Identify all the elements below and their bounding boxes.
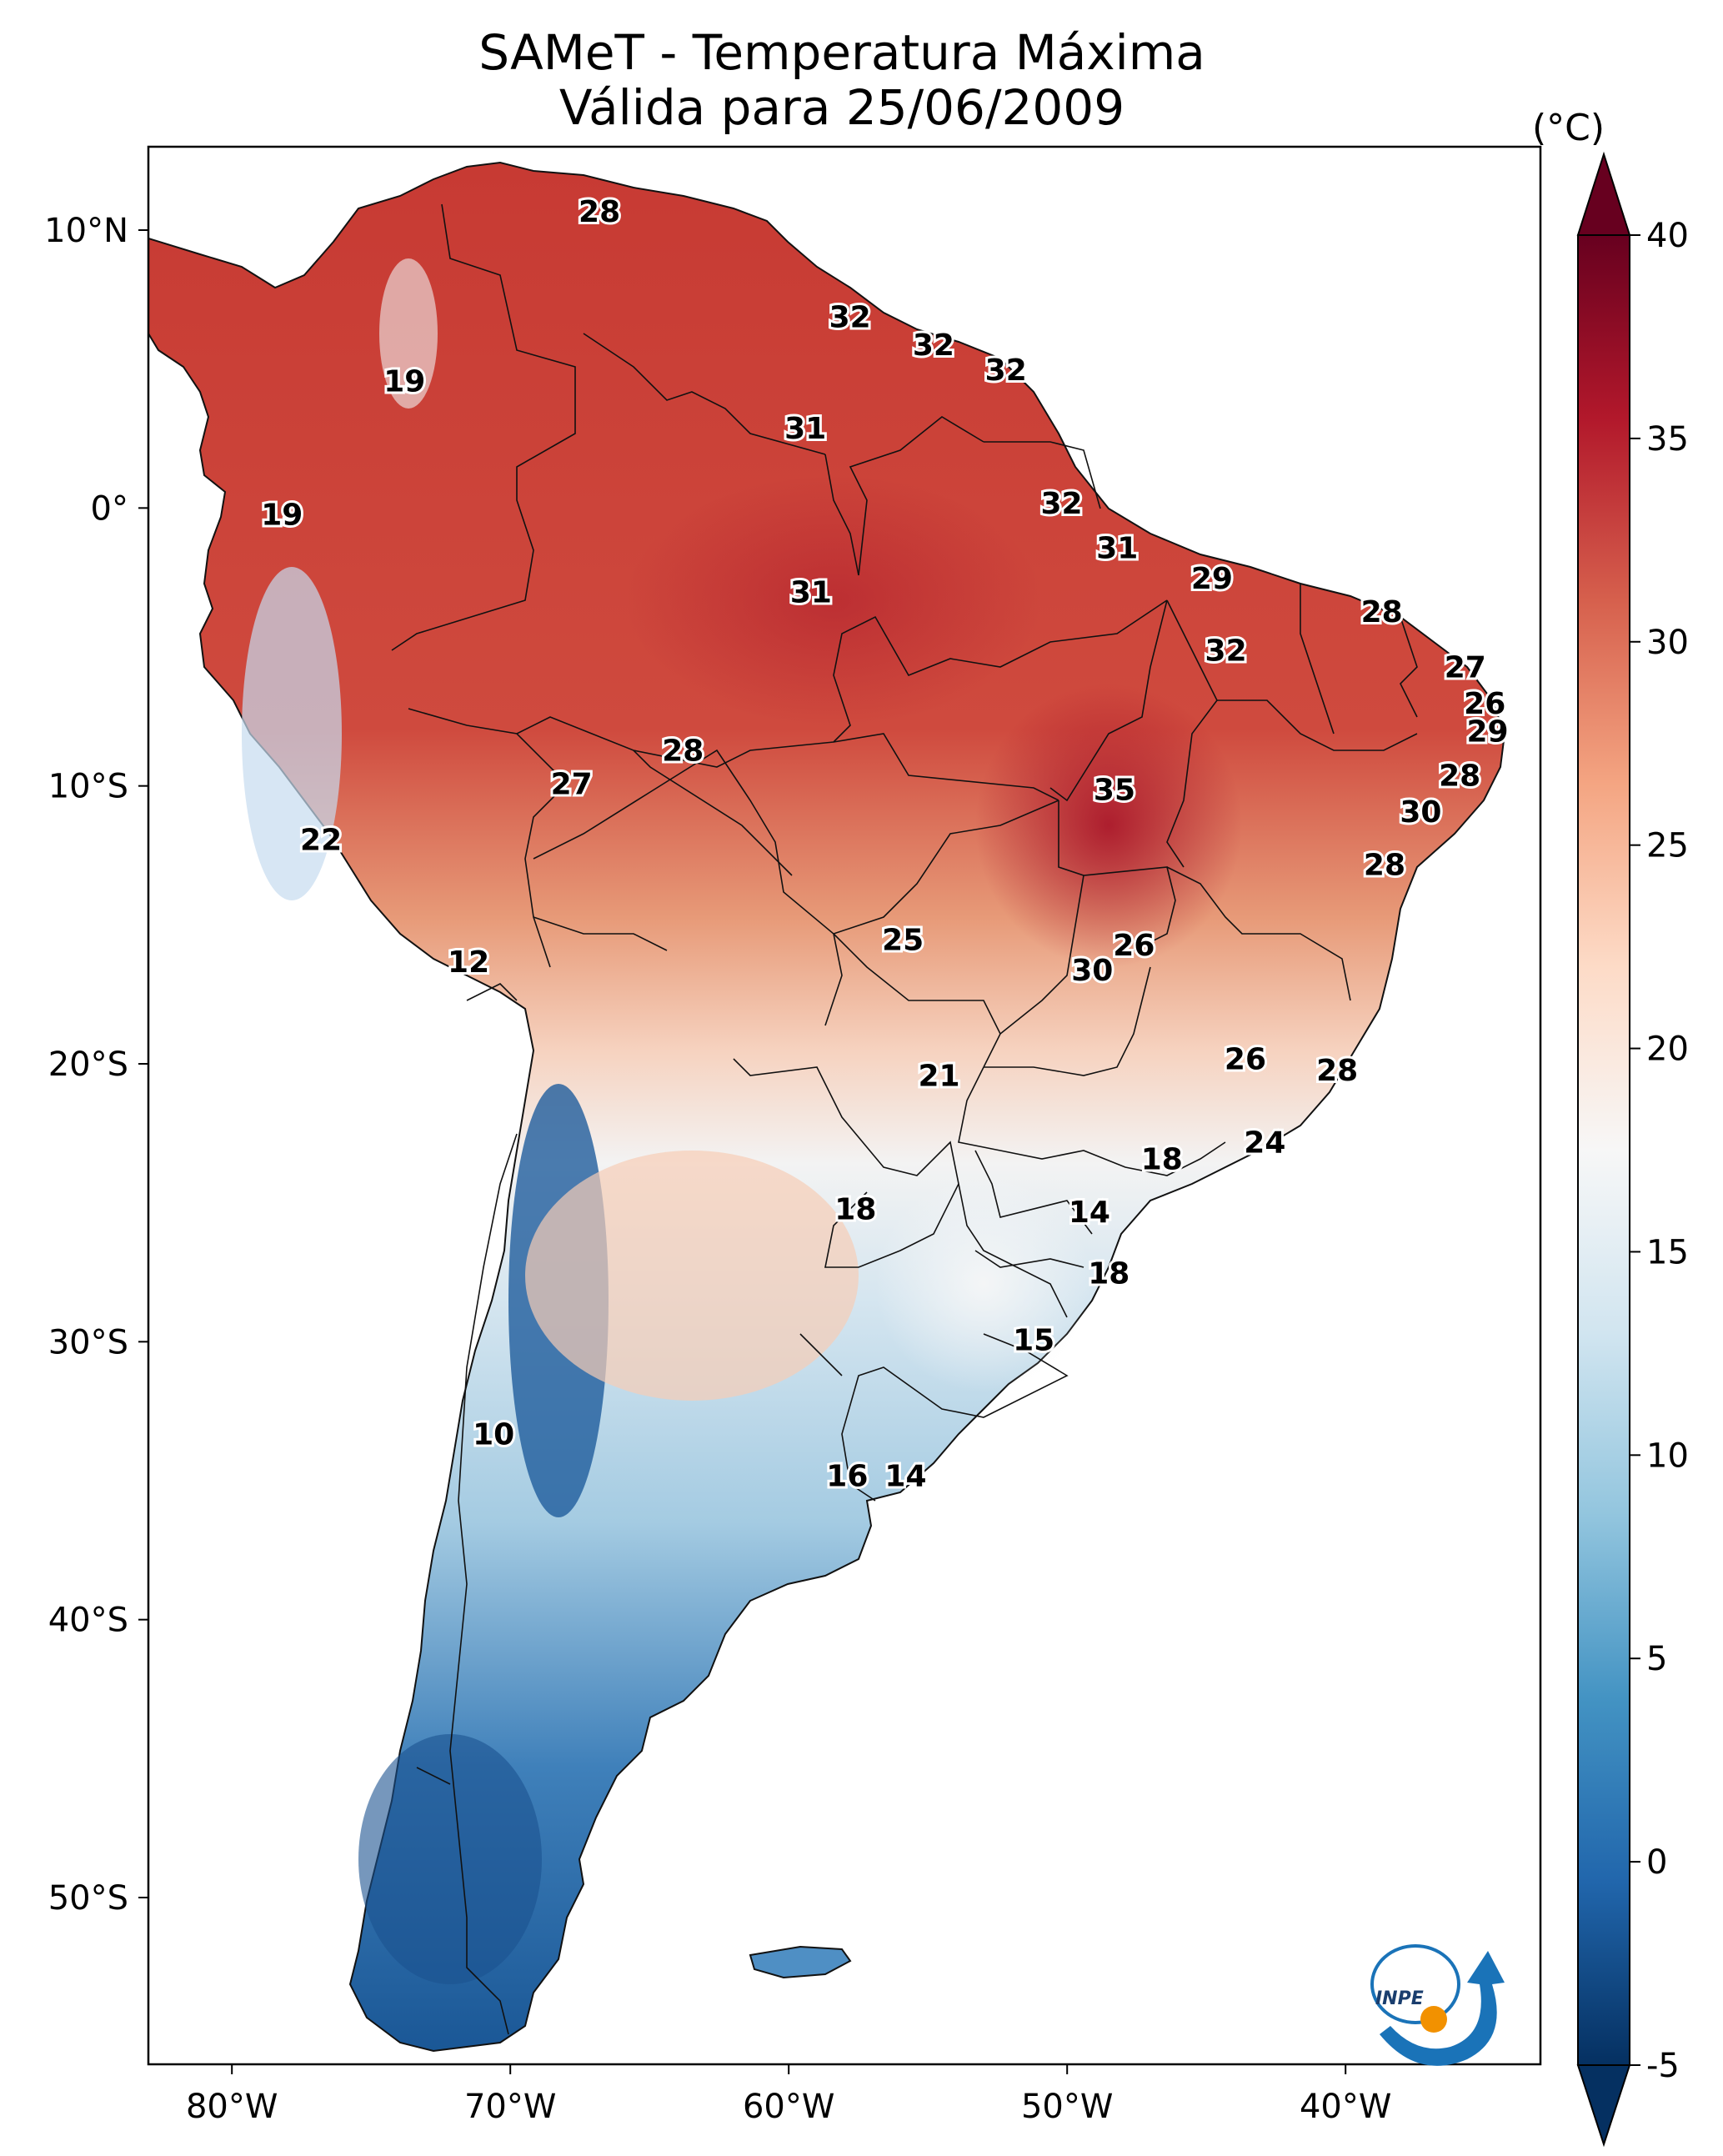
station-value-label: 29 [1191, 562, 1233, 596]
x-tick-label: 40°W [1300, 2088, 1391, 2126]
political-borders [391, 203, 1418, 2035]
map-subtitle: Válida para 25/06/2009 [558, 79, 1125, 136]
station-value-label: 27 [1445, 651, 1486, 685]
y-tick-label: 40°S [48, 1602, 128, 1640]
y-tick-label: 50°S [48, 1879, 128, 1918]
logo-ring-icon [1370, 1944, 1460, 2024]
colorbar-ticks: 40 35 30 25 20 15 10 5 0 -5 [1630, 217, 1689, 2085]
patagonia-cold [358, 1734, 542, 1984]
station-value-label: 18 [1141, 1143, 1183, 1177]
station-value-label: 31 [790, 576, 832, 610]
y-tick-label: 20°S [48, 1045, 128, 1084]
y-tick-label: 10°S [48, 768, 128, 806]
station-value-label: 15 [1013, 1323, 1054, 1357]
station-value-label: 26 [1464, 687, 1505, 721]
station-value-label: 32 [913, 328, 954, 363]
x-tick-label: 60°W [743, 2088, 834, 2126]
x-tick-label: 80°W [186, 2088, 278, 2126]
colorbar-tick-label: 5 [1646, 1640, 1667, 1678]
x-tick-label: 50°W [1021, 2088, 1113, 2126]
colorbar-tick-label: 40 [1646, 217, 1689, 255]
station-value-label: 26 [1113, 929, 1155, 963]
x-tick-label: 70°W [464, 2088, 556, 2126]
south-america-landmass [148, 161, 1506, 2053]
colorbar-tick-label: -5 [1646, 2047, 1680, 2085]
colorbar-tick-label: 35 [1646, 420, 1689, 459]
station-value-label: 28 [1361, 595, 1403, 629]
station-value-label: 18 [1088, 1256, 1129, 1291]
warm-chaco-patch [525, 1151, 859, 1401]
station-value-label: 26 [1225, 1043, 1266, 1077]
colorbar-tick-label: 30 [1646, 624, 1689, 662]
colorbar-tick-label: 10 [1646, 1436, 1689, 1475]
station-value-label: 32 [1040, 487, 1082, 521]
station-value-label: 32 [829, 301, 871, 335]
station-value-label: 27 [551, 768, 593, 802]
colorbar-unit-label: (°C) [1532, 107, 1605, 149]
station-value-label: 19 [383, 364, 425, 399]
station-value-label: 28 [662, 735, 704, 769]
falkland-islands [749, 1945, 852, 1979]
colorbar-gradient [1577, 234, 1630, 2066]
station-value-label: 32 [985, 353, 1027, 388]
station-value-label: 25 [882, 923, 924, 957]
colorbar-extend-bottom [1576, 2064, 1631, 2148]
colorbar-tick-label: 15 [1646, 1233, 1689, 1271]
logo-text: INPE [1375, 1988, 1424, 2009]
cool-andes-north [379, 258, 438, 409]
map-title: SAMeT - Temperatura Máxima [478, 24, 1205, 81]
logo-swoosh-icon [1380, 1951, 1505, 2066]
y-axis: 10°N 0° 10°S 20°S 30°S 40°S 50°S [44, 212, 148, 1918]
colorbar: 40 35 30 25 20 15 10 5 0 -5 [1576, 151, 1689, 2148]
station-value-label: 31 [784, 412, 826, 446]
logo-sun-icon [1420, 2006, 1447, 2033]
station-value-label: 21 [919, 1060, 960, 1094]
colorbar-tick-label: 0 [1646, 1843, 1667, 1882]
inpe-logo: INPE [1370, 1944, 1505, 2066]
hot-core-brazil-center [975, 684, 1242, 967]
colorbar-extend-top [1576, 151, 1631, 236]
station-value-label: 12 [448, 945, 489, 980]
hot-core-amazon [625, 475, 1042, 725]
station-value-label: 24 [1244, 1126, 1285, 1161]
station-value-label: 10 [473, 1418, 514, 1452]
station-value-label: 18 [834, 1193, 876, 1227]
continent-layer [148, 161, 1506, 2053]
station-value-label: 32 [1205, 634, 1247, 669]
station-value-label: 35 [1094, 773, 1135, 807]
station-value-label: 30 [1400, 795, 1441, 830]
station-value-label: 28 [1364, 848, 1405, 882]
y-tick-label: 0° [91, 489, 128, 528]
colorbar-tick-label: 25 [1646, 827, 1689, 865]
station-value-label: 19 [261, 498, 303, 532]
station-value-label: 14 [884, 1460, 926, 1494]
cool-andes-patch [242, 567, 342, 900]
station-value-label: 22 [300, 823, 342, 857]
mild-south-brazil [875, 1176, 1092, 1392]
station-value-label: 30 [1071, 954, 1113, 988]
station-value-label: 16 [826, 1460, 868, 1494]
y-tick-label: 10°N [44, 212, 128, 250]
colorbar-tick-label: 20 [1646, 1030, 1689, 1069]
station-value-label: 14 [1069, 1196, 1110, 1230]
station-value-label: 28 [1439, 760, 1480, 794]
station-value-label: 28 [1316, 1054, 1358, 1088]
y-tick-label: 30°S [48, 1323, 128, 1361]
station-value-label: 31 [1096, 531, 1138, 565]
x-axis: 80°W 70°W 60°W 50°W 40°W [186, 2064, 1391, 2126]
map-frame [147, 145, 1542, 2066]
station-value-label: 29 [1466, 714, 1508, 749]
station-value-label: 28 [579, 195, 620, 229]
